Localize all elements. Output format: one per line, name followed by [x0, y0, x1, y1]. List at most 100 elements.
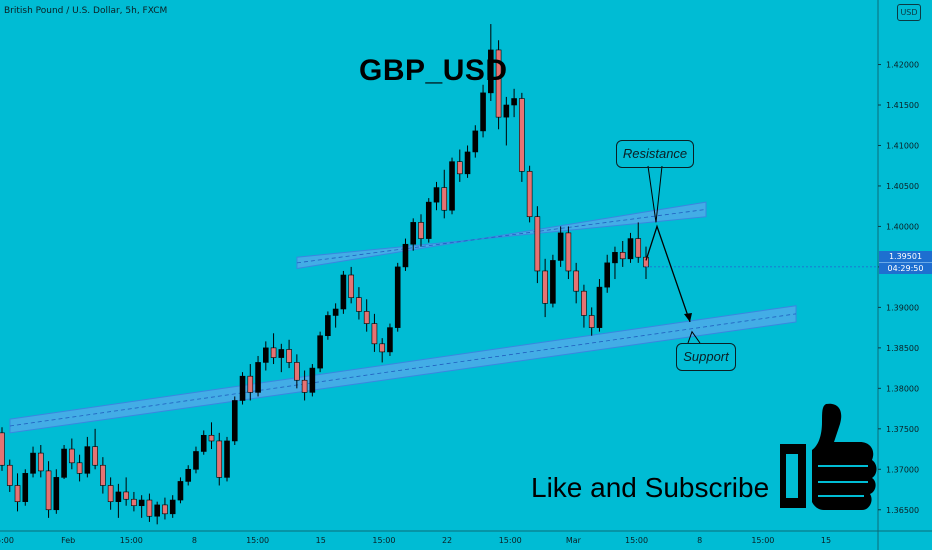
time-tick-label: Feb	[61, 536, 75, 545]
channel-lower	[9, 305, 797, 434]
candle-body	[45, 470, 52, 511]
candle-body	[511, 98, 517, 106]
price-tick-label: 1.36500	[886, 506, 919, 515]
channel-upper	[296, 201, 707, 270]
price-tick-label: 1.40500	[886, 182, 919, 191]
candle-body	[107, 485, 114, 502]
candle-body	[0, 432, 5, 466]
candle-body	[216, 440, 223, 478]
candle-body	[410, 222, 417, 245]
time-tick-label: 15:00	[120, 536, 143, 545]
symbol-legend[interactable]: British Pound / U.S. Dollar, 5h, FXCM	[4, 6, 168, 16]
candle-body	[76, 462, 83, 474]
candle-body	[92, 446, 98, 466]
candle-body	[627, 238, 634, 260]
candle-body	[519, 98, 525, 172]
price-tick-label: 1.37500	[886, 425, 919, 434]
price-tick-label: 1.42000	[886, 61, 919, 70]
countdown-timer: 04:29:50	[879, 262, 932, 274]
support-pointer	[687, 330, 701, 344]
price-tick-label: 1.41500	[886, 101, 919, 110]
candle-body	[239, 375, 246, 401]
candle-body	[263, 347, 269, 363]
candle-body	[162, 504, 168, 515]
candle-body	[348, 274, 354, 298]
candle-body	[480, 92, 486, 132]
candle-body	[309, 367, 316, 393]
candle-body	[619, 252, 626, 260]
candle-body	[363, 311, 370, 324]
candle-body	[464, 151, 471, 175]
price-tick-label: 1.41000	[886, 141, 919, 150]
time-tick-label: 8	[192, 536, 197, 545]
candle-body	[14, 485, 21, 502]
candle-body	[37, 452, 44, 472]
candle-body	[495, 49, 502, 118]
resistance-callout: Resistance	[616, 140, 694, 168]
time-tick-label: 8	[697, 536, 702, 545]
candle-body	[441, 187, 448, 211]
candle-body	[635, 238, 642, 258]
time-tick-label: 15:00	[751, 536, 774, 545]
candle-body	[557, 232, 564, 261]
candle-body	[573, 270, 579, 292]
candle-body	[387, 327, 393, 353]
currency-button[interactable]: USD	[897, 4, 921, 21]
candle-body	[100, 464, 106, 486]
candle-body	[131, 498, 137, 507]
candle-body	[231, 400, 238, 442]
time-tick-label: 15:00	[499, 536, 522, 545]
candle-body	[6, 464, 13, 486]
candle-body	[581, 290, 587, 316]
candle-body	[488, 49, 494, 94]
channel-layer	[9, 201, 797, 434]
time-tick-label: 22	[442, 536, 452, 545]
last-price-value: 1.39501	[879, 251, 932, 262]
time-tick-label: 15:00	[625, 536, 648, 545]
candle-body	[193, 451, 199, 470]
candle-body	[612, 252, 618, 264]
time-tick-label: 15	[316, 536, 326, 545]
candle-body	[394, 266, 401, 328]
candle-body	[588, 315, 595, 328]
candle-body	[123, 491, 129, 500]
candle-body	[115, 491, 122, 502]
price-tick-label: 1.39000	[886, 303, 919, 312]
candle-layer	[0, 24, 878, 525]
time-tick-label: 15	[821, 536, 831, 545]
candle-body	[550, 260, 556, 304]
candle-body	[185, 468, 192, 482]
candle-body	[61, 448, 67, 478]
candle-body	[503, 104, 510, 118]
candle-body	[604, 262, 611, 288]
candle-body	[542, 270, 548, 304]
time-tick-label: Mar	[566, 536, 582, 545]
candle-body	[526, 171, 533, 218]
chart-title: GBP_USD	[359, 54, 508, 87]
call-to-action-text: Like and Subscribe	[531, 472, 770, 503]
candle-body	[200, 434, 207, 452]
candle-body	[278, 349, 285, 358]
candle-body	[301, 379, 308, 393]
candle-body	[30, 452, 36, 474]
time-tick-label: 15:00	[372, 536, 395, 545]
candle-body	[208, 434, 215, 442]
price-tick-label: 1.38500	[886, 344, 919, 353]
candle-body	[53, 477, 60, 511]
candle-body	[286, 349, 292, 363]
candle-body	[402, 243, 409, 268]
channel-upper-midline	[296, 209, 707, 264]
candle-body	[356, 297, 362, 312]
candle-body	[596, 286, 603, 328]
time-tick-label: 15:00	[246, 536, 269, 545]
candle-body	[138, 499, 145, 507]
price-tick-label: 1.38000	[886, 384, 919, 393]
candle-body	[146, 499, 153, 517]
candle-body	[379, 343, 385, 353]
candle-body	[84, 446, 91, 474]
candle-body	[456, 161, 463, 175]
candle-body	[418, 222, 424, 239]
candle-body	[425, 201, 432, 239]
